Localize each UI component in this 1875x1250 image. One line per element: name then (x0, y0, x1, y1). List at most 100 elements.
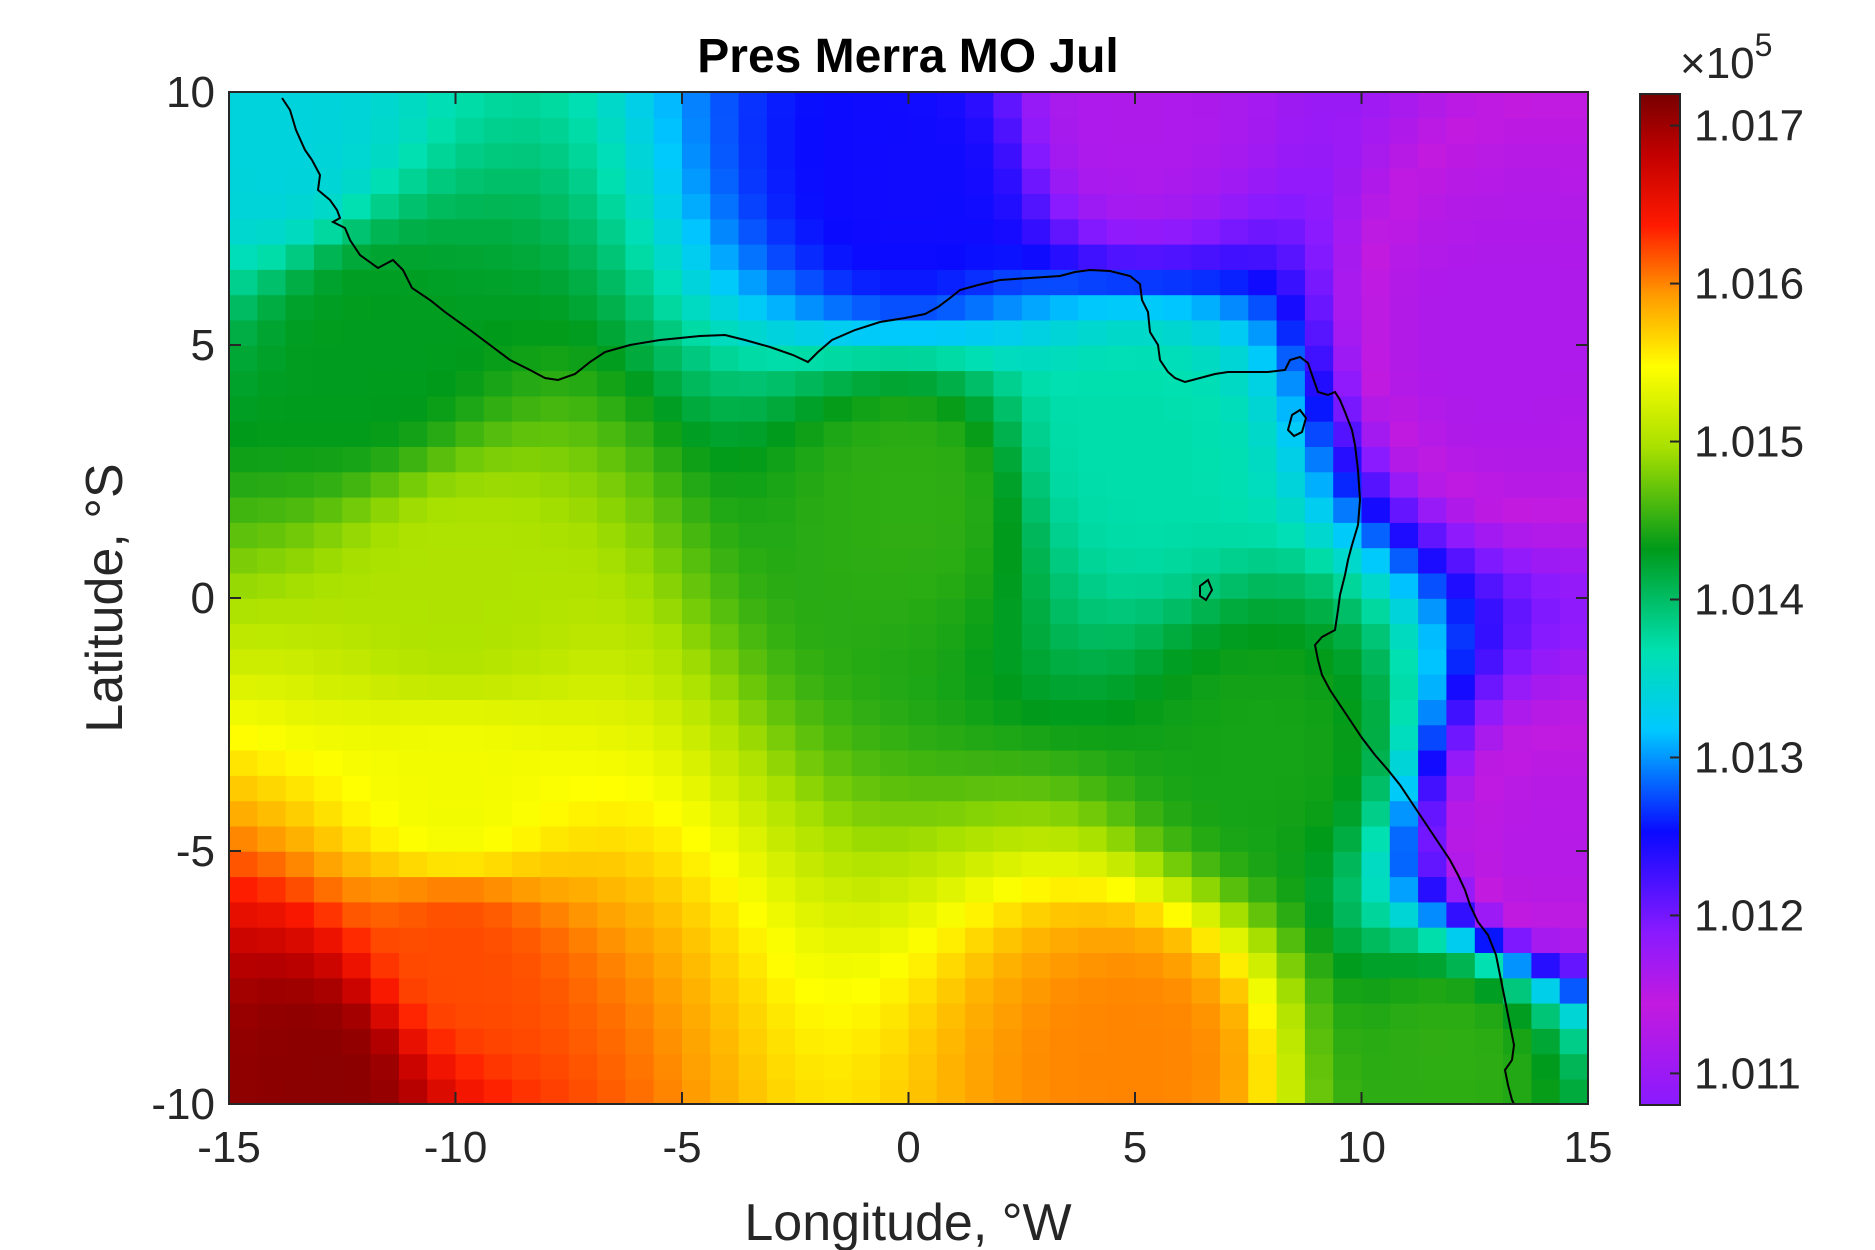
heatmap-cell (1446, 749, 1476, 776)
heatmap-cell (427, 471, 457, 498)
heatmap-cell (710, 243, 740, 270)
heatmap-cell (1050, 420, 1080, 447)
heatmap-cell (370, 977, 400, 1004)
heatmap-cell (1304, 623, 1334, 650)
heatmap-cell (1389, 496, 1419, 523)
heatmap-cell (682, 724, 712, 751)
heatmap-cell (398, 496, 428, 523)
heatmap-cell (1078, 598, 1108, 625)
heatmap-cell (370, 876, 400, 903)
heatmap-cell (738, 294, 768, 321)
heatmap-cell (625, 1002, 655, 1029)
heatmap-cell (313, 446, 343, 473)
heatmap-cell (965, 395, 995, 422)
heatmap-cell (313, 977, 343, 1004)
x-axis-label: Longitude, °W (744, 1194, 1071, 1250)
heatmap-cell (1050, 167, 1080, 194)
heatmap-cell (512, 648, 542, 675)
colorbar-exponent-power: 5 (1755, 27, 1773, 63)
heatmap-cell (285, 193, 315, 220)
heatmap-cell (455, 1002, 485, 1029)
heatmap-cell (682, 851, 712, 878)
heatmap-cell (1021, 370, 1051, 397)
x-tick-label: 0 (896, 1123, 920, 1172)
heatmap-cell (540, 471, 570, 498)
heatmap-cell (823, 1053, 853, 1080)
heatmap-cell (427, 876, 457, 903)
heatmap-cell (342, 522, 372, 549)
heatmap-cell (653, 269, 683, 296)
heatmap-cell (1248, 1002, 1278, 1029)
heatmap-cell (483, 496, 513, 523)
heatmap-cell (965, 547, 995, 574)
heatmap-cell (1078, 193, 1108, 220)
heatmap-cell (1078, 572, 1108, 599)
heatmap-cell (1389, 572, 1419, 599)
heatmap-cell (285, 851, 315, 878)
heatmap-cell (1389, 1002, 1419, 1029)
heatmap-cell (936, 92, 966, 119)
heatmap-cell (1248, 800, 1278, 827)
heatmap-cell (965, 1078, 995, 1104)
heatmap-cell (965, 598, 995, 625)
heatmap-cell (483, 294, 513, 321)
heatmap-cell (823, 1078, 853, 1104)
heatmap-cell (483, 193, 513, 220)
heatmap-cell (993, 319, 1023, 346)
heatmap-cell (1474, 1028, 1504, 1055)
heatmap-cell (342, 420, 372, 447)
heatmap-cell (512, 496, 542, 523)
heatmap-cell (370, 1078, 400, 1104)
heatmap-cell (1333, 775, 1363, 802)
heatmap-cell (851, 92, 881, 119)
heatmap-cell (1503, 345, 1533, 372)
heatmap-cell (1078, 699, 1108, 726)
heatmap-cell (1135, 1053, 1165, 1080)
heatmap-cell (738, 446, 768, 473)
heatmap-cell (1163, 370, 1193, 397)
heatmap-cell (908, 825, 938, 852)
heatmap-cell (1021, 876, 1051, 903)
heatmap-cell (1446, 1028, 1476, 1055)
heatmap-cell (710, 926, 740, 953)
heatmap-cell (285, 496, 315, 523)
heatmap-cell (313, 724, 343, 751)
heatmap-cell (795, 1002, 825, 1029)
heatmap-cell (1418, 1028, 1448, 1055)
heatmap-cell (1304, 496, 1334, 523)
heatmap-cell (313, 926, 343, 953)
heatmap-cell (427, 926, 457, 953)
heatmap-cell (1078, 749, 1108, 776)
heatmap-cell (229, 673, 259, 700)
heatmap-cell (1078, 977, 1108, 1004)
heatmap-cell (285, 825, 315, 852)
heatmap-cell (483, 952, 513, 979)
heatmap-cell (1248, 167, 1278, 194)
heatmap-cell (1276, 977, 1306, 1004)
heatmap-cell (568, 977, 598, 1004)
heatmap-cell (512, 142, 542, 169)
heatmap-cell (398, 800, 428, 827)
heatmap-cell (370, 471, 400, 498)
heatmap-cell (1078, 876, 1108, 903)
x-tick-label: -5 (662, 1123, 701, 1172)
heatmap-cell (1333, 420, 1363, 447)
heatmap-cell (766, 825, 796, 852)
heatmap-cell (1248, 370, 1278, 397)
heatmap-cell (483, 623, 513, 650)
heatmap-cell (342, 901, 372, 928)
heatmap-cell (1106, 92, 1136, 119)
heatmap-cell (880, 623, 910, 650)
heatmap-cell (1078, 648, 1108, 675)
heatmap-cell (1191, 218, 1221, 245)
heatmap-cell (1191, 319, 1221, 346)
heatmap-cell (483, 800, 513, 827)
heatmap-cell (1361, 92, 1391, 119)
heatmap-cell (880, 167, 910, 194)
heatmap-cell (851, 395, 881, 422)
heatmap-cell (1106, 142, 1136, 169)
heatmap-cell (1531, 142, 1561, 169)
heatmap-cell (1418, 167, 1448, 194)
heatmap-cell (1021, 243, 1051, 270)
heatmap-cell (1418, 724, 1448, 751)
